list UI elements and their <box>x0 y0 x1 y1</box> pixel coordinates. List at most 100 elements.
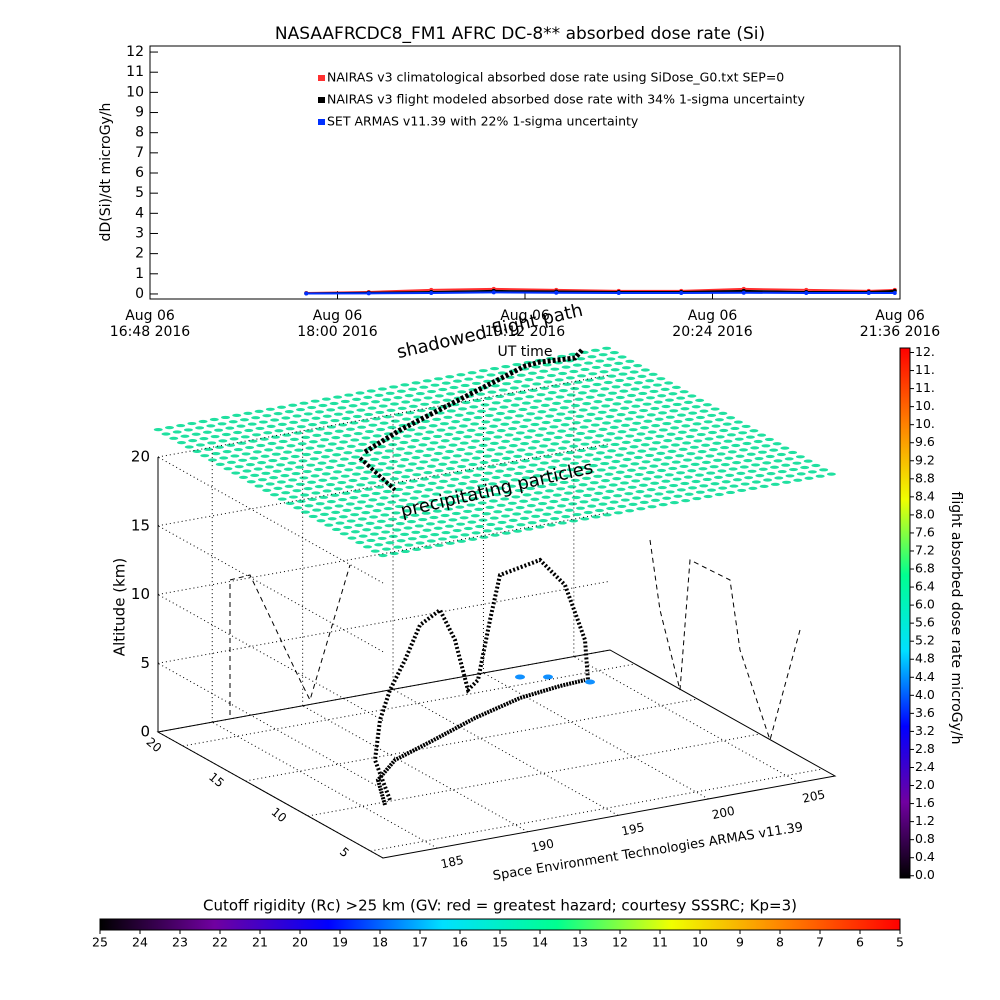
particle-dash <box>472 398 482 403</box>
x-tick-label: 205 <box>801 787 826 805</box>
legend-label: NAIRAS v3 climatological absorbed dose r… <box>327 70 784 85</box>
particle-dash <box>666 432 676 436</box>
y-tick-label: 9 <box>135 105 144 121</box>
particle-dash <box>569 444 579 448</box>
particle-dash <box>318 403 328 408</box>
particle-dash <box>612 477 622 481</box>
particle-dash <box>676 488 686 492</box>
particle-dash <box>588 464 598 468</box>
particle-dash <box>464 469 474 473</box>
colorbar-tick-label: 7.6 <box>915 524 935 539</box>
particle-dash <box>456 373 466 377</box>
particle-dash <box>269 476 279 480</box>
x-tick-label: Aug 06 16:48 2016 <box>110 308 191 340</box>
particle-dash <box>570 461 580 465</box>
particle-dash <box>333 395 343 399</box>
particle-dash <box>348 478 358 483</box>
particle-dash <box>551 476 561 480</box>
particle-dash <box>373 451 383 455</box>
particle-dash <box>591 365 601 370</box>
particle-dash <box>509 386 519 390</box>
particle-dash <box>336 463 346 468</box>
grid-line <box>157 374 611 458</box>
particle-dash <box>521 476 531 480</box>
particle-dash <box>314 467 324 472</box>
particle-dash <box>644 436 654 440</box>
particle-dash <box>429 515 439 520</box>
particle-dash <box>682 441 692 445</box>
particle-dash <box>526 429 536 433</box>
particle-dash <box>691 479 701 484</box>
particle-dash <box>587 355 597 359</box>
particle-dash <box>620 406 630 410</box>
particle-dash <box>482 437 492 441</box>
particle-dash <box>400 532 410 536</box>
particle-dash <box>366 538 376 543</box>
particle-dash <box>307 497 317 501</box>
particle-dash <box>522 493 532 497</box>
particle-dash <box>293 506 303 510</box>
particle-dash <box>488 407 498 411</box>
particle-dash <box>319 420 329 425</box>
particle-dash <box>432 417 442 421</box>
particle-dash <box>339 532 349 536</box>
particle-dash <box>338 515 348 519</box>
grid-line <box>573 656 800 783</box>
colorbar-tick-label: 7.2 <box>915 542 935 557</box>
particle-dash <box>781 463 791 467</box>
particle-dash <box>348 404 358 408</box>
particle-dash <box>501 439 511 443</box>
particle-dash <box>214 445 224 449</box>
particle-dash <box>248 439 258 443</box>
particle-dash <box>616 487 626 491</box>
particle-dash <box>649 464 659 468</box>
particle-dash <box>316 519 326 523</box>
particle-dash <box>709 465 719 469</box>
particle-dash <box>613 494 623 498</box>
particle-dash <box>708 448 718 452</box>
particle-dash <box>707 488 717 492</box>
particle-dash <box>401 400 411 404</box>
particle-dash <box>478 443 488 447</box>
particle-dash <box>272 469 282 473</box>
particle-dash <box>755 474 765 478</box>
particle-dash <box>620 498 630 502</box>
colorbar-tick-label: 18 <box>372 935 388 950</box>
particle-dash <box>661 479 671 483</box>
particle-dash <box>701 443 711 447</box>
particle-dash <box>656 377 666 381</box>
particle-dash <box>639 426 649 430</box>
particle-dash <box>412 398 422 402</box>
particle-dash <box>439 496 449 501</box>
particle-dash <box>500 514 510 518</box>
particle-dash <box>477 409 487 413</box>
colorbar-tick-label: 17 <box>412 935 428 950</box>
y-tick-label: 15 <box>206 770 227 791</box>
particle-dash <box>538 519 548 523</box>
particle-dash <box>425 430 435 434</box>
particle-dash <box>558 463 568 467</box>
particle-dash <box>437 520 447 524</box>
colorbar-tick-label: 6 <box>856 935 864 950</box>
particle-dash <box>558 371 568 376</box>
particle-dash <box>543 455 553 459</box>
particle-dash <box>687 394 697 398</box>
y-tick-label: 3 <box>135 225 144 241</box>
particle-dash <box>646 396 656 400</box>
particle-dash <box>765 454 775 459</box>
particle-dash <box>665 490 675 494</box>
particle-dash <box>390 419 400 423</box>
particle-dash <box>427 481 437 485</box>
particle-dash <box>611 385 621 389</box>
particle-dash <box>358 442 368 446</box>
particle-dash <box>582 476 592 480</box>
particle-dash <box>692 422 702 426</box>
particle-dash <box>370 457 380 461</box>
particle-dash <box>426 447 436 451</box>
particle-dash <box>583 436 593 440</box>
particle-dash <box>562 382 572 386</box>
particle-dash <box>610 442 620 447</box>
particle-dash <box>556 412 566 416</box>
particle-dash <box>236 424 246 428</box>
colorbar-tick-label: 6.0 <box>915 597 935 612</box>
